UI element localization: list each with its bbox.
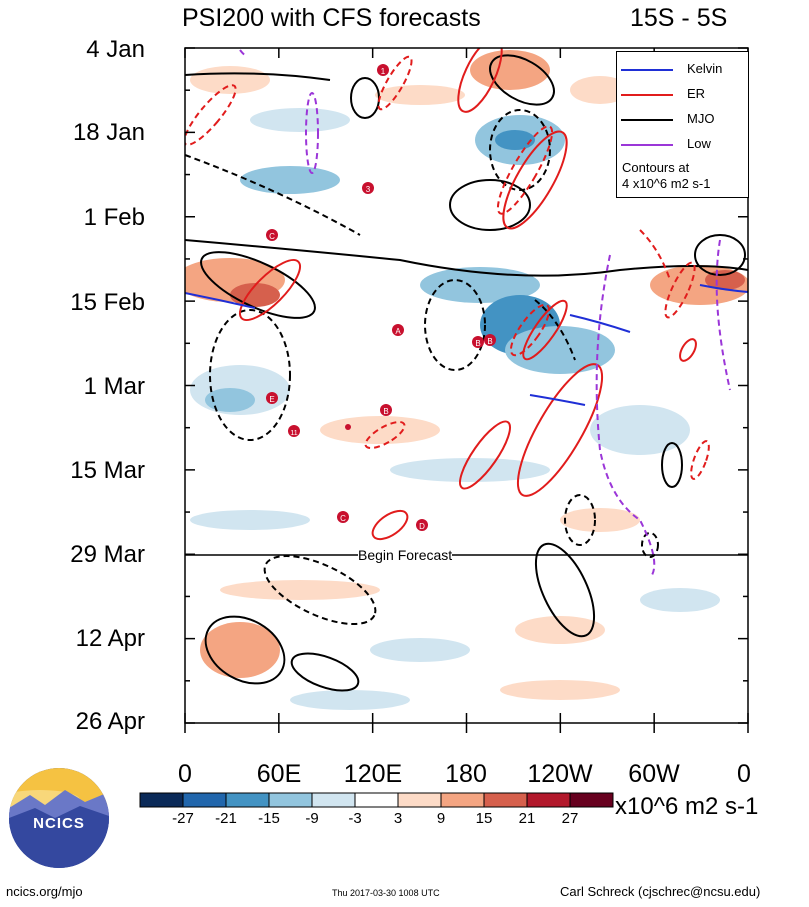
y-tick-label: 15 Feb [70,289,145,316]
footer-author: Carl Schreck (cjschrec@ncsu.edu) [560,884,761,899]
legend-item-low: Low [617,135,748,155]
footer-url[interactable]: ncics.org/mjo [6,884,83,899]
x-tick-label: 60W [628,760,680,788]
legend-label: Kelvin [687,61,723,76]
legend-swatch [621,119,673,121]
footer-timestamp: Thu 2017-03-30 1008 UTC [332,888,440,898]
storm-marker: D [416,519,428,531]
y-tick-label: 15 Mar [70,457,145,484]
colorbar-tick-label: -21 [215,810,237,827]
legend-note: Contours at [622,160,690,175]
x-tick-label: 60E [256,760,302,788]
shading-layer [185,50,748,710]
storm-marker: A [392,324,404,336]
x-tick-label: 0 [178,760,192,788]
colorbar-tick-label: 3 [393,810,403,827]
legend-swatch [621,69,673,71]
svg-text:B: B [475,339,480,348]
legend-label: MJO [687,111,715,126]
chart-subtitle: 15S - 5S [630,4,728,32]
colorbar-tick-label: -3 [348,810,362,827]
storm-marker: 3 [362,182,374,194]
storm-marker: E [266,392,278,404]
colorbar-box [569,792,614,808]
legend-item-mjo: MJO [617,110,748,130]
colorbar-tick-label: -27 [172,810,194,827]
legend-item-kelvin: Kelvin [617,60,748,80]
x-tick-label: 120W [527,760,593,788]
legend-item-er: ER [617,85,748,105]
storm-marker: B [484,334,496,346]
svg-text:E: E [269,395,274,404]
legend-label: ER [687,86,706,101]
svg-text:B: B [487,337,492,346]
svg-text:1: 1 [381,67,386,76]
svg-text:D: D [419,522,425,531]
legend-note: 4 x10^6 m2 s-1 [622,176,711,191]
forecast-label: Begin Forecast [358,547,453,563]
storm-marker: C [266,229,278,241]
legend-swatch [621,144,673,146]
svg-text:11: 11 [290,430,297,437]
svg-text:3: 3 [366,185,371,194]
chart-title: PSI200 with CFS forecasts [182,4,481,32]
colorbar-tick-label: 15 [475,810,493,827]
tick-marks [184,47,749,733]
x-tick-label: 120E [343,760,403,788]
y-tick-label: 18 Jan [72,119,145,146]
storm-marker: B [472,336,484,348]
colorbar-tick-label: 21 [518,810,536,827]
colorbar-tick-label: -15 [258,810,280,827]
storm-marker: B [345,424,351,431]
y-tick-label: 29 Mar [70,541,145,568]
x-tick-label: 0 [737,760,751,788]
colorbar-tick-label: 9 [436,810,446,827]
colorbar-tick-label: -9 [305,810,319,827]
legend-label: Low [687,136,711,151]
colorbar-boxes [139,792,614,808]
svg-text:C: C [340,514,346,523]
y-tick-label: 26 Apr [75,708,145,735]
y-tick-label: 4 Jan [86,36,145,63]
y-tick-label: 1 Feb [83,204,145,231]
y-tick-label: 12 Apr [75,625,145,652]
svg-text:A: A [395,327,401,336]
svg-text:C: C [269,232,275,241]
legend: Kelvin ER MJO Low Contours at 4 x10^6 m2… [616,51,749,198]
storm-markers: 1 3 C A B B B E 11 B C D [266,64,496,531]
svg-text:B: B [383,407,388,416]
svg-text:B: B [348,429,349,431]
y-tick-label: 1 Mar [83,373,145,400]
storm-marker: 1 [377,64,389,76]
colorbar-units: x10^6 m2 s-1 [615,793,759,820]
storm-marker: B [380,404,392,416]
storm-marker: 11 [288,425,300,437]
colorbar-tick-label: 27 [561,810,579,827]
storm-marker: C [337,511,349,523]
x-tick-label: 180 [445,760,487,788]
legend-swatch [621,94,673,96]
logo-text: NCICS [33,815,85,832]
